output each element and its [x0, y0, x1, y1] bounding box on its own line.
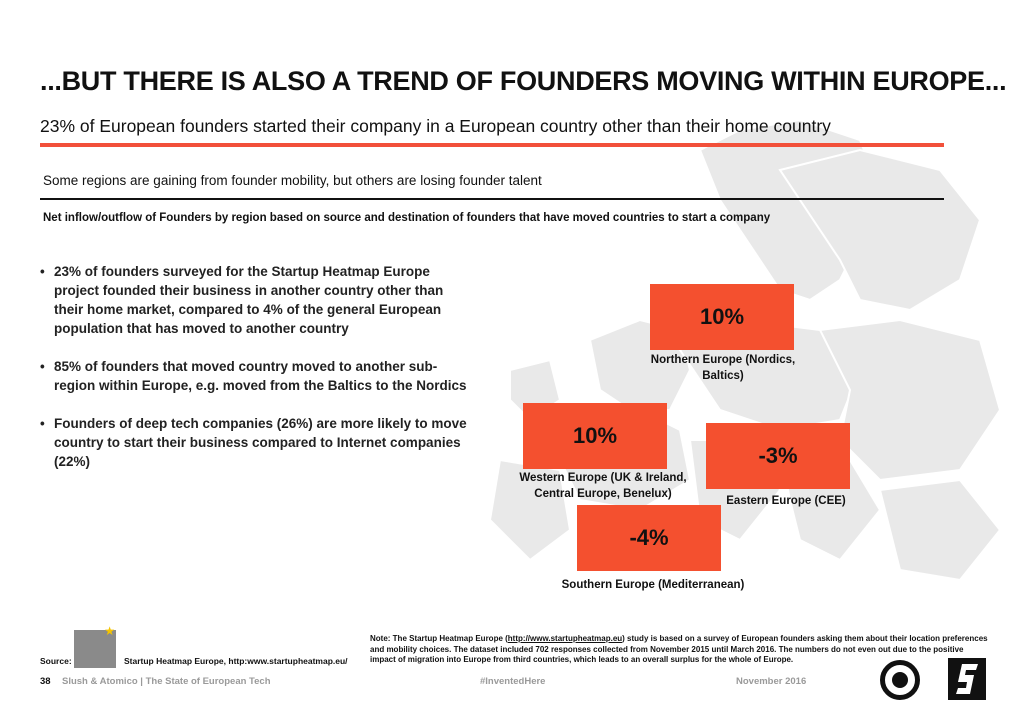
region-value-southern: -4%	[577, 505, 721, 571]
star-icon: ★	[104, 624, 115, 638]
tagline: Some regions are gaining from founder mo…	[43, 173, 542, 188]
region-value-western: 10%	[523, 403, 667, 469]
footer-publisher: Slush & Atomico | The State of European …	[62, 676, 271, 687]
bullet-text: 23% of founders surveyed for the Startup…	[54, 264, 444, 336]
bullet-item: • Founders of deep tech companies (26%) …	[40, 414, 470, 471]
footnote: Note: The Startup Heatmap Europe (http:/…	[370, 634, 990, 666]
europe-map-background	[488, 118, 1002, 582]
bullet-dot-icon: •	[40, 264, 45, 279]
black-divider	[40, 198, 944, 200]
bullet-dot-icon: •	[40, 416, 45, 431]
source-text: Startup Heatmap Europe, http:www.startup…	[124, 656, 348, 666]
bullet-dot-icon: •	[40, 359, 45, 374]
footer-hashtag: #InventedHere	[480, 676, 546, 687]
footnote-link[interactable]: http://www.startupheatmap.eu	[507, 634, 623, 643]
region-value-eastern: -3%	[706, 423, 850, 489]
red-divider	[40, 143, 944, 147]
atomico-logo-icon	[948, 658, 986, 700]
region-label-western: Western Europe (UK & Ireland, Central Eu…	[519, 472, 687, 500]
slush-logo-icon	[880, 660, 920, 700]
footnote-prefix: Note: The Startup Heatmap Europe (	[370, 634, 508, 643]
startup-heatmap-logo-icon: ★	[74, 624, 116, 668]
bullet-text: 85% of founders that moved country moved…	[54, 359, 467, 393]
bullet-item: • 23% of founders surveyed for the Start…	[40, 262, 470, 338]
region-label-eastern: Eastern Europe (CEE)	[726, 495, 846, 507]
page-title: ...BUT THERE IS ALSO A TREND OF FOUNDERS…	[40, 66, 1007, 96]
region-value-northern: 10%	[650, 284, 794, 350]
bullet-item: • 85% of founders that moved country mov…	[40, 357, 470, 395]
chart-caption: Net inflow/outflow of Founders by region…	[43, 212, 771, 224]
bullet-text: Founders of deep tech companies (26%) ar…	[54, 416, 467, 469]
source-label: Source:	[40, 656, 72, 666]
region-label-northern: Northern Europe (Nordics, Baltics)	[650, 354, 796, 382]
region-label-southern: Southern Europe (Mediterranean)	[561, 579, 745, 591]
page-subtitle: 23% of European founders started their c…	[40, 116, 831, 136]
atomico-mark-icon	[956, 664, 978, 694]
page-number: 38	[40, 676, 51, 687]
footnote-suffix: ) study is based on a survey of European…	[370, 634, 988, 664]
bullet-list: • 23% of founders surveyed for the Start…	[40, 262, 470, 490]
footer-date: November 2016	[736, 676, 807, 687]
